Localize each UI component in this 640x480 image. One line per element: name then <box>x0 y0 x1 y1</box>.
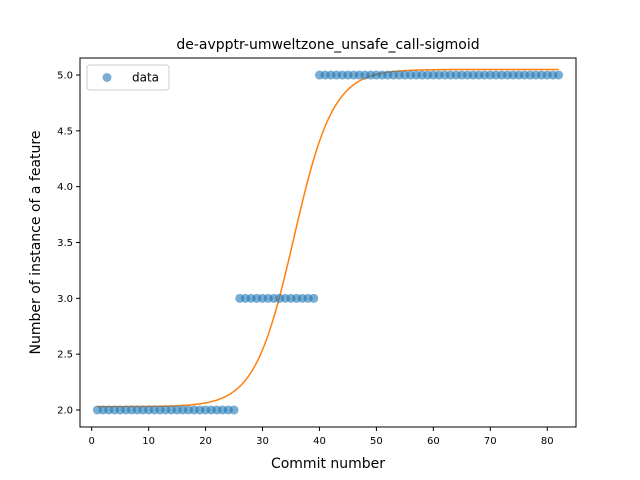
x-axis-label: Commit number <box>271 456 385 472</box>
x-tick-label-10: 10 <box>142 436 155 447</box>
y-axis: 2.0 2.5 3.0 3.5 4.0 4.5 5.0 <box>57 71 80 416</box>
y-tick-label-6: 5.0 <box>57 71 73 82</box>
x-axis: 0 10 20 30 40 50 60 70 80 <box>88 427 554 447</box>
y-tick-label-2: 3.0 <box>57 294 73 305</box>
legend-marker-data <box>102 73 112 82</box>
data-point <box>309 293 319 303</box>
y-tick-label-5: 4.5 <box>57 126 73 137</box>
sigmoid-fit-line <box>97 68 559 408</box>
y-tick-label-4: 4.0 <box>57 182 73 193</box>
y-axis-label: Number of instance of a feature <box>28 131 44 355</box>
legend-entry-data: data <box>132 71 159 85</box>
x-tick-label-80: 80 <box>541 436 554 447</box>
x-tick-label-0: 0 <box>88 436 94 447</box>
x-tick-label-60: 60 <box>427 436 440 447</box>
data-point <box>229 405 239 415</box>
x-tick-label-40: 40 <box>313 436 326 447</box>
x-tick-label-50: 50 <box>370 436 383 447</box>
fit-layer <box>97 68 559 408</box>
legend-box <box>86 64 170 91</box>
x-tick-label-20: 20 <box>199 436 212 447</box>
x-tick-label-30: 30 <box>256 436 269 447</box>
chart-title: de-avpptr-umweltzone_unsafe_call-sigmoid <box>176 37 479 53</box>
legend: data <box>86 64 170 91</box>
data-point <box>554 70 564 80</box>
y-tick-label-3: 3.5 <box>57 238 73 249</box>
y-tick-label-1: 2.5 <box>57 350 73 361</box>
x-tick-label-70: 70 <box>484 436 497 447</box>
points-layer <box>92 70 564 415</box>
y-tick-label-0: 2.0 <box>57 405 73 416</box>
